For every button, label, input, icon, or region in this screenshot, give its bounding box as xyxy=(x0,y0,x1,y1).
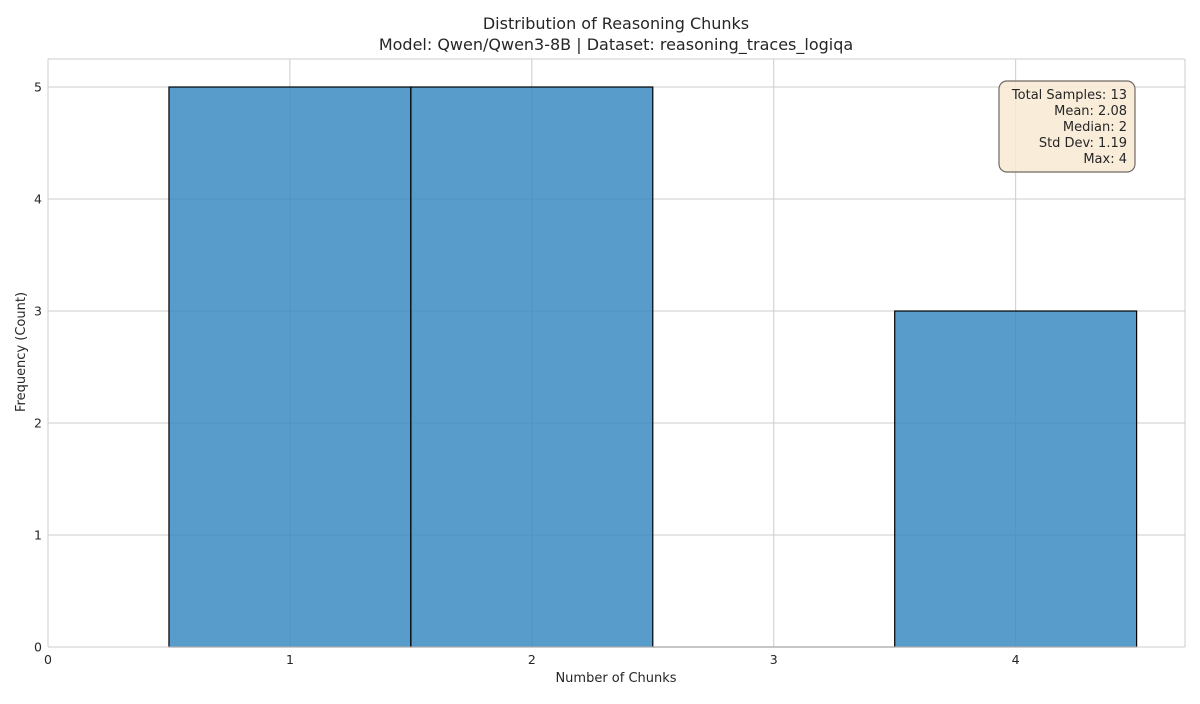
histogram-bar xyxy=(410,86,654,648)
histogram-bar xyxy=(168,86,412,648)
chart-subtitle: Model: Qwen/Qwen3-8B | Dataset: reasonin… xyxy=(379,35,853,55)
chart-title: Distribution of Reasoning Chunks xyxy=(483,14,749,33)
x-tick-label: 2 xyxy=(528,652,536,667)
y-axis-label: Frequency (Count) xyxy=(14,292,29,412)
stats-box: Total Samples: 13 Mean: 2.08 Median: 2 S… xyxy=(998,80,1136,173)
y-tick-label: 4 xyxy=(34,192,42,207)
tick-labels: 0 1 2 3 4 0 1 2 3 4 5 xyxy=(34,80,1020,668)
y-tick-label: 2 xyxy=(34,416,42,431)
x-tick-label: 0 xyxy=(44,652,52,667)
x-tick-label: 1 xyxy=(286,652,294,667)
stats-median: Median: 2 xyxy=(1063,120,1127,135)
stats-total-samples: Total Samples: 13 xyxy=(1011,88,1127,103)
stats-max: Max: 4 xyxy=(1083,152,1127,167)
histogram-bar xyxy=(894,310,1138,648)
y-tick-label: 5 xyxy=(34,80,42,95)
bars xyxy=(168,86,1138,648)
y-tick-label: 0 xyxy=(34,640,42,655)
axes xyxy=(47,58,1186,648)
stats-mean: Mean: 2.08 xyxy=(1054,104,1127,119)
y-tick-label: 3 xyxy=(34,304,42,319)
stats-std-dev: Std Dev: 1.19 xyxy=(1039,136,1127,151)
stats-box-background xyxy=(998,80,1136,173)
x-axis-label: Number of Chunks xyxy=(555,671,676,686)
x-tick-label: 3 xyxy=(770,652,778,667)
y-tick-label: 1 xyxy=(34,528,42,543)
x-tick-label: 4 xyxy=(1012,652,1020,667)
